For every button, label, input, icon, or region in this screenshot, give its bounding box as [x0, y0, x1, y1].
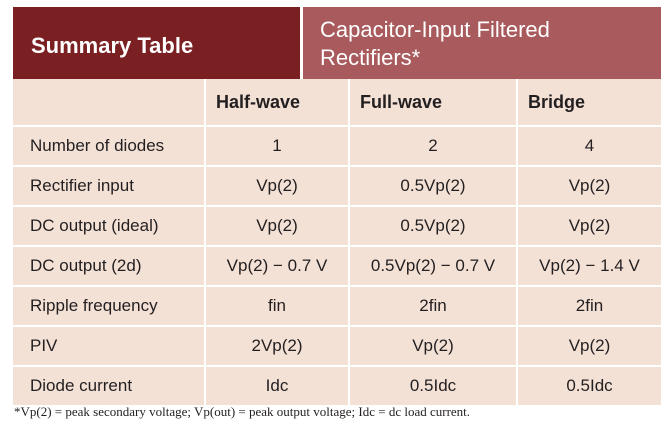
column-header-full-wave: Full-wave: [348, 79, 517, 126]
row-label: Rectifier input: [13, 165, 205, 206]
table-row: Diode current Idc 0.5Idc 0.5Idc: [13, 365, 661, 405]
cell-half-wave: 2Vp(2): [204, 325, 349, 366]
cell-bridge: Vp(2) − 1.4 V: [516, 245, 661, 286]
cell-full-wave: 0.5Vp(2): [348, 205, 517, 246]
table-row: Ripple frequency fin 2fin 2fin: [13, 285, 661, 326]
cell-bridge: 4: [516, 125, 661, 166]
table-header: Summary Table Capacitor-Input Filtered R…: [13, 7, 661, 79]
row-label: PIV: [13, 325, 205, 366]
cell-full-wave: Vp(2): [348, 325, 517, 366]
cell-half-wave: Vp(2): [204, 165, 349, 206]
title-banner: Capacitor-Input Filtered Rectifiers*: [303, 7, 661, 79]
column-header-blank: [13, 79, 205, 126]
row-label: DC output (ideal): [13, 205, 205, 246]
cell-half-wave: Idc: [204, 365, 349, 405]
cell-half-wave: 1: [204, 125, 349, 166]
table-row: Rectifier input Vp(2) 0.5Vp(2) Vp(2): [13, 165, 661, 206]
row-label: Ripple frequency: [13, 285, 205, 326]
row-label: Number of diodes: [13, 125, 205, 166]
table-row: Number of diodes 1 2 4: [13, 125, 661, 166]
column-header-bridge: Bridge: [516, 79, 661, 126]
table-title-line2: Rectifiers*: [320, 45, 421, 70]
summary-table: Half-wave Full-wave Bridge Number of dio…: [13, 79, 661, 405]
table-title-line1: Capacitor-Input Filtered: [320, 17, 550, 42]
cell-bridge: Vp(2): [516, 205, 661, 246]
cell-bridge: Vp(2): [516, 165, 661, 206]
table-row: DC output (ideal) Vp(2) 0.5Vp(2) Vp(2): [13, 205, 661, 246]
summary-banner: Summary Table: [13, 7, 300, 79]
row-label: DC output (2d): [13, 245, 205, 286]
cell-bridge: 2fin: [516, 285, 661, 326]
cell-full-wave: 2: [348, 125, 517, 166]
cell-full-wave: 2fin: [348, 285, 517, 326]
column-header-half-wave: Half-wave: [204, 79, 349, 126]
cell-full-wave: 0.5Vp(2): [348, 165, 517, 206]
cell-half-wave: Vp(2): [204, 205, 349, 246]
cell-bridge: 0.5Idc: [516, 365, 661, 405]
summary-label: Summary Table: [31, 33, 194, 58]
table-row: PIV 2Vp(2) Vp(2) Vp(2): [13, 325, 661, 366]
table-row: DC output (2d) Vp(2) − 0.7 V 0.5Vp(2) − …: [13, 245, 661, 286]
row-label: Diode current: [13, 365, 205, 405]
cell-bridge: Vp(2): [516, 325, 661, 366]
header-divider: [300, 7, 303, 79]
column-header-row: Half-wave Full-wave Bridge: [13, 79, 661, 126]
cell-full-wave: 0.5Idc: [348, 365, 517, 405]
cell-half-wave: fin: [204, 285, 349, 326]
footnote: *Vp(2) = peak secondary voltage; Vp(out)…: [14, 404, 471, 419]
cell-half-wave: Vp(2) − 0.7 V: [204, 245, 349, 286]
cell-full-wave: 0.5Vp(2) − 0.7 V: [348, 245, 517, 286]
